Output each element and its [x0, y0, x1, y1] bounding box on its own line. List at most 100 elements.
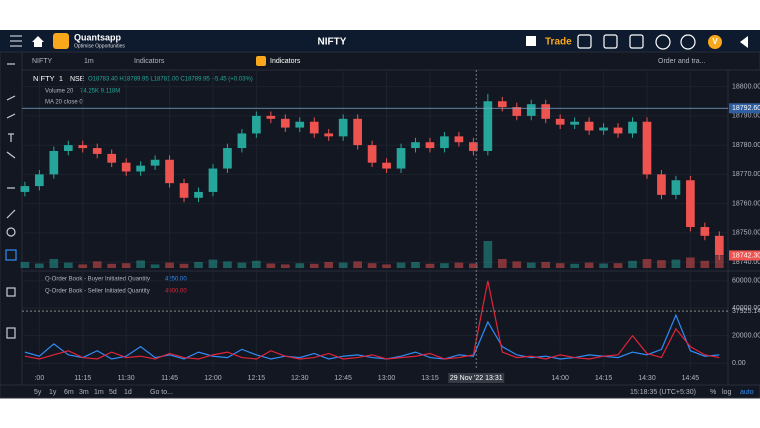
volume-bar: [165, 262, 174, 268]
user-initial: V: [712, 37, 718, 46]
volume-bar: [367, 263, 377, 268]
candle-body: [555, 118, 565, 125]
logo-tagline: Optimise Opportunities: [74, 43, 125, 49]
y-tick-label: 20000.00: [732, 333, 760, 340]
auto-toggle[interactable]: auto: [740, 389, 754, 396]
volume-bar: [584, 262, 594, 268]
candle-body: [686, 180, 695, 228]
toolbar-icons: [577, 34, 696, 50]
candle-body: [700, 227, 710, 236]
candle-body: [78, 145, 88, 149]
candle-body: [613, 127, 623, 134]
icon-basket[interactable]: [655, 34, 671, 50]
legend-volume: Volume 20: [45, 89, 74, 95]
volume-bar: [107, 263, 117, 268]
percent-toggle[interactable]: %: [710, 389, 716, 396]
lower-legend-sell-value: 4900.00: [165, 289, 187, 295]
volume-bar: [526, 262, 536, 268]
legend-ma: MA 20 close 0: [45, 100, 83, 106]
range-button[interactable]: 1y: [49, 389, 57, 396]
volume-bar: [469, 263, 478, 268]
user-avatar[interactable]: [708, 35, 722, 49]
x-tick-label: 12:45: [334, 375, 352, 382]
y-tick-label: 40000.00: [732, 305, 760, 312]
lower-legend-buy-value: 4250.00: [165, 277, 187, 283]
x-tick-label: 11:15: [74, 375, 91, 382]
volume-bar: [92, 261, 102, 268]
candle-body: [396, 148, 406, 169]
price-label: 18792.60: [732, 105, 760, 112]
price-label-bg: [729, 103, 760, 114]
x-tick-label: 12:00: [204, 375, 222, 382]
volume-bar: [512, 261, 522, 268]
icon-video[interactable]: [629, 34, 644, 49]
x-tick-label: 13:00: [378, 375, 396, 382]
logo-text: Quantsapp: [74, 32, 122, 42]
x-tick-label: 12:30: [291, 375, 309, 382]
top-bar: [0, 30, 760, 52]
toolbar-symbol[interactable]: NIFTY: [32, 58, 53, 65]
volume-bar: [150, 264, 160, 268]
candle-body: [512, 107, 522, 116]
toolbar-order[interactable]: Order and tra...: [658, 58, 706, 65]
indicator-icon: [256, 56, 266, 66]
range-button[interactable]: 6m: [64, 389, 74, 396]
page-title: NIFTY: [318, 37, 347, 48]
candle-body: [382, 162, 391, 169]
icon-layout[interactable]: [577, 34, 592, 49]
candle-body: [165, 159, 174, 184]
candle-body: [107, 153, 117, 163]
volume-bar: [497, 259, 507, 268]
log-toggle[interactable]: log: [722, 389, 731, 396]
y-tick-label: 18760.00: [732, 200, 760, 207]
volume-bar: [49, 259, 59, 268]
candle-body: [628, 121, 637, 134]
menu-icon[interactable]: [10, 35, 22, 47]
legend-interval: 1: [59, 76, 63, 83]
y-tick-label: 18770.00: [732, 171, 760, 178]
candle-body: [121, 162, 131, 172]
volume-bar: [78, 264, 88, 268]
candle-body: [714, 235, 724, 256]
candle-body: [599, 127, 608, 131]
volume-bar: [599, 263, 608, 268]
crosshair-label: 29 Nov '22 13:31: [450, 375, 503, 382]
range-button[interactable]: 5y: [34, 389, 42, 396]
range-button[interactable]: 1d: [124, 389, 132, 396]
x-tick-label: 14:00: [551, 375, 569, 382]
toolbar-interval[interactable]: 1m: [84, 58, 94, 65]
back-icon[interactable]: [740, 36, 748, 48]
candle-body: [454, 136, 464, 143]
y-tick-label: 18780.00: [732, 142, 760, 149]
volume-bar: [295, 263, 305, 268]
x-tick-label: :00: [34, 375, 44, 382]
range-button[interactable]: 1m: [94, 389, 104, 396]
volume-bar: [425, 263, 435, 268]
goto[interactable]: Go to...: [150, 389, 173, 396]
y-tick-label: 18800.00: [732, 83, 760, 90]
trade-button[interactable]: Trade: [545, 37, 572, 48]
trade-icon[interactable]: [526, 36, 536, 46]
toolbar-indicators[interactable]: Indicators: [134, 58, 165, 65]
volume-bar: [642, 259, 652, 268]
icon-window[interactable]: [603, 34, 618, 49]
range-button[interactable]: 5d: [109, 389, 117, 396]
candle-body: [483, 101, 493, 151]
chart-toolbar: [21, 51, 760, 71]
volume-bar: [121, 263, 131, 268]
bottom-bar: [0, 384, 760, 399]
candle-body: [324, 133, 334, 137]
range-button[interactable]: 3m: [79, 389, 89, 396]
volume-bar: [136, 260, 145, 268]
volume-bar: [324, 262, 334, 268]
toolbar-indicators-q[interactable]: Indicators: [270, 58, 301, 65]
candle-body: [252, 115, 261, 134]
app-background: [0, 30, 760, 398]
candle-body: [584, 121, 594, 131]
candle-body: [92, 148, 102, 154]
candle-body: [223, 148, 232, 169]
y-tick-label: 60000.00: [732, 278, 760, 285]
home-icon[interactable]: [32, 36, 44, 47]
icon-share[interactable]: [680, 34, 696, 50]
marker-label: 37925.14: [732, 308, 760, 315]
